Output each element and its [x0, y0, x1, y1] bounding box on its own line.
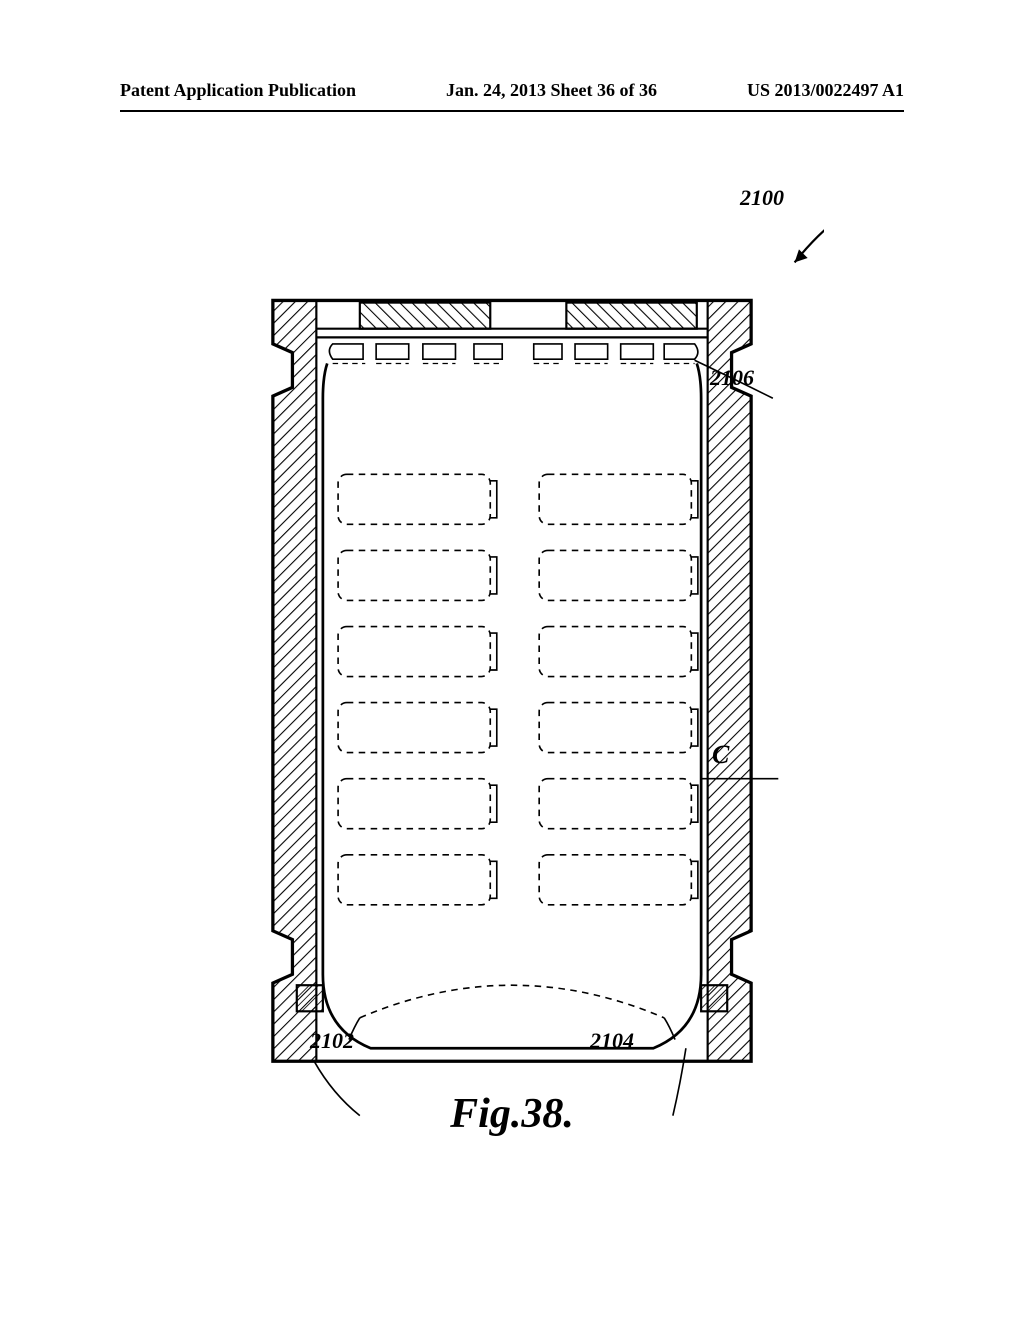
top-hatch-bar-left [360, 303, 490, 329]
top-slots [329, 344, 697, 359]
top-hatch-bar-right [566, 303, 696, 329]
mid-slots [338, 474, 691, 904]
seal-right [701, 985, 727, 1011]
ref-C: C [712, 740, 729, 770]
container-bottom-dome [360, 985, 664, 1018]
header-right: US 2013/0022497 A1 [747, 80, 904, 101]
housing-wall-left [273, 300, 316, 1061]
ref-2102: 2102 [310, 1028, 354, 1054]
figure-caption: Fig.38. [0, 1090, 1024, 1138]
page-header: Patent Application Publication Jan. 24, … [0, 80, 1024, 101]
housing-outline [273, 300, 751, 1061]
ref-2104: 2104 [590, 1028, 634, 1054]
inner-container [323, 363, 701, 1048]
housing-wall-right [708, 300, 751, 1061]
seal-left [297, 985, 323, 1011]
header-center: Jan. 24, 2013 Sheet 36 of 36 [446, 80, 657, 101]
page: Patent Application Publication Jan. 24, … [0, 0, 1024, 1320]
figure-38 [200, 170, 824, 1170]
patent-drawing-svg [200, 170, 824, 1170]
header-rule [120, 110, 904, 112]
ref-2106: 2106 [710, 365, 754, 391]
header-left: Patent Application Publication [120, 80, 356, 101]
